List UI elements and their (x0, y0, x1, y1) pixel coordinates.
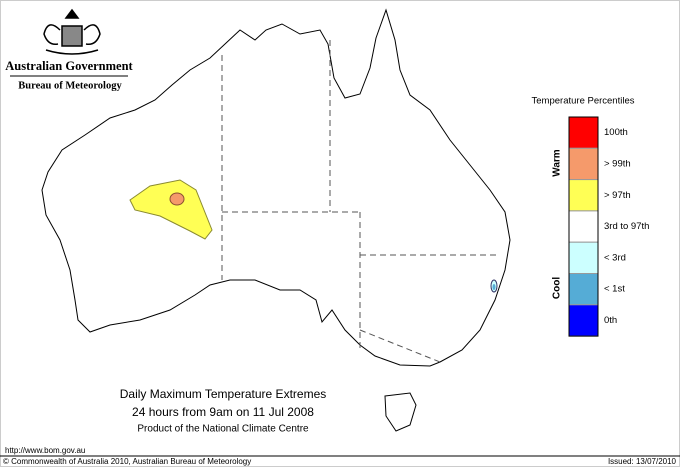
tasmania (384, 392, 417, 432)
agency-name: Australian Government (5, 59, 133, 73)
very-warm-region (169, 192, 185, 206)
legend-swatch (568, 273, 599, 306)
map-period: 24 hours from 9am on 11 Jul 2008 (132, 405, 314, 419)
url: http://www.bom.gov.au (5, 446, 85, 455)
legend-swatch (568, 304, 599, 337)
copyright: © Commonwealth of Australia 2010, Austra… (3, 457, 251, 466)
legend-swatch (568, 210, 599, 243)
map-product: Product of the National Climate Centre (137, 424, 309, 435)
warm-region (129, 179, 213, 240)
state-border (221, 40, 498, 363)
very-cool-region (492, 284, 496, 290)
legend-label: 0th (604, 315, 617, 326)
legend-label: > 99th (604, 158, 631, 169)
legend-swatch (568, 147, 599, 181)
warm-label: Warm (552, 149, 563, 177)
legend-label: < 1st (604, 284, 625, 295)
cool-label: Cool (552, 277, 563, 299)
legend-label: 100th (604, 127, 628, 138)
issued: Issued: 13/07/2010 (608, 457, 677, 466)
bureau-name: Bureau of Meteorology (18, 80, 122, 91)
legend-swatch (568, 241, 599, 274)
legend-swatch (568, 116, 599, 149)
legend-label: > 97th (604, 190, 631, 201)
legend-title: Temperature Percentiles (532, 96, 635, 107)
coat-of-arms (43, 8, 101, 55)
legend-border (568, 116, 599, 337)
legend-swatch (568, 179, 599, 212)
mainland (41, 8, 511, 367)
legend-label: 3rd to 97th (604, 221, 649, 232)
legend: 100th > 99th > 97th 3rd to 97th < 3rd < 1st 0t… (568, 116, 649, 337)
map-title: Daily Maximum Temperature Extremes (120, 387, 327, 401)
legend-label: < 3rd (604, 252, 626, 263)
